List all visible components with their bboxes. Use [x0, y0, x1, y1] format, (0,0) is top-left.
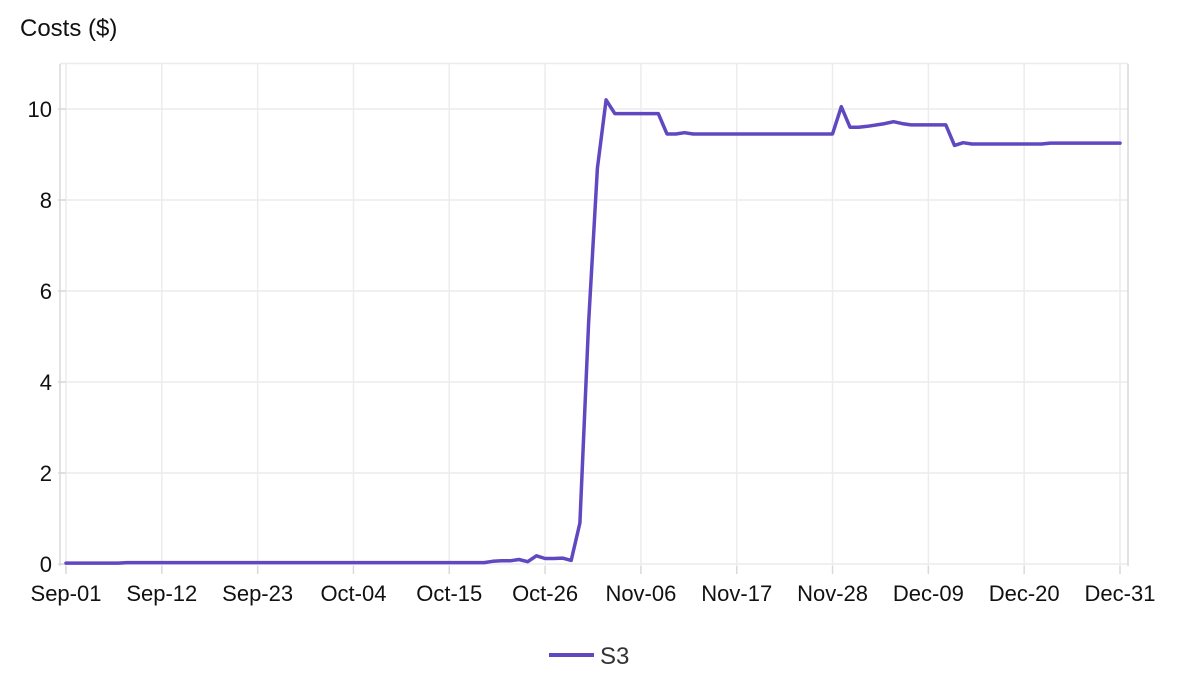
x-tick-label: Nov-28 [797, 581, 868, 606]
y-tick-label: 4 [40, 370, 52, 395]
legend-label-s3[interactable]: S3 [600, 643, 629, 670]
y-tick-label: 0 [40, 552, 52, 577]
series-group [66, 100, 1120, 563]
x-tick-label: Sep-23 [222, 581, 293, 606]
series-line-s3 [66, 100, 1120, 563]
x-tick-label: Dec-20 [989, 581, 1060, 606]
legend[interactable]: S3 [549, 643, 629, 670]
y-tick-label: 10 [28, 97, 52, 122]
y-tick-label: 8 [40, 188, 52, 213]
y-tick-label: 6 [40, 279, 52, 304]
x-tick-label: Dec-31 [1085, 581, 1156, 606]
x-tick-label: Nov-17 [701, 581, 772, 606]
x-axis: Sep-01 Sep-12 Sep-23 Oct-04 Oct-15 Oct-26 Nov-… [31, 566, 1156, 606]
x-tick-label: Oct-04 [320, 581, 386, 606]
grid [60, 64, 1128, 567]
x-tick-label: Oct-26 [512, 581, 578, 606]
chart-title: Costs ($) [20, 15, 117, 42]
y-tick-label: 2 [40, 461, 52, 486]
x-tick-label: Oct-15 [416, 581, 482, 606]
x-tick-label: Dec-09 [893, 581, 964, 606]
x-tick-label: Sep-12 [126, 581, 197, 606]
x-tick-label: Sep-01 [31, 581, 102, 606]
x-tick-label: Nov-06 [605, 581, 676, 606]
